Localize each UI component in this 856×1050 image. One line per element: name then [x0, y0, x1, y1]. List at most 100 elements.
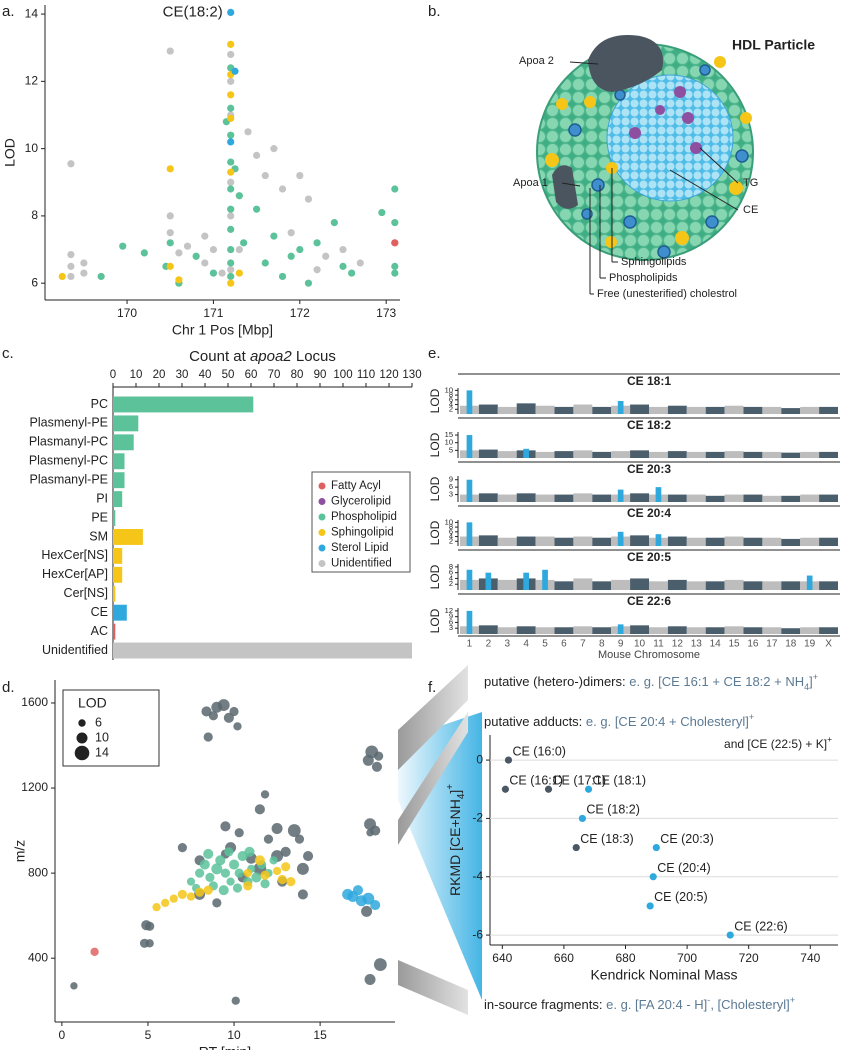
lod-peak	[466, 610, 473, 634]
point	[227, 50, 235, 59]
lod-bar	[630, 493, 649, 502]
x-tick-label: 640	[492, 951, 512, 965]
diagram-label: CE	[743, 204, 758, 216]
point	[584, 785, 593, 793]
lod-bar	[686, 451, 706, 458]
point-label: CE (18:2)	[586, 803, 640, 817]
lod-bar	[573, 536, 593, 546]
point	[253, 205, 261, 213]
y-tick-label: 2	[449, 404, 453, 413]
lod-bar	[743, 494, 763, 502]
legend-size	[78, 719, 86, 727]
bubble	[215, 855, 226, 866]
lod-peak	[466, 569, 473, 590]
bubble	[260, 879, 270, 889]
y-axis-label: LOD	[428, 476, 442, 501]
bubble	[203, 885, 213, 895]
text-part: and [CE (22:5) + K]	[724, 737, 827, 751]
point	[119, 242, 127, 250]
note-label: in-source fragments:	[484, 997, 606, 1012]
x-tick-label: 172	[290, 306, 310, 320]
lod-bar	[705, 406, 725, 414]
bubble	[228, 859, 240, 870]
point	[235, 269, 243, 277]
bubble	[205, 872, 215, 882]
diagram-label: Phospholipids	[609, 272, 678, 284]
point	[227, 266, 235, 274]
bubble	[177, 889, 187, 899]
bubble	[203, 732, 213, 742]
lod-bar	[497, 406, 517, 414]
lod-bar	[630, 578, 649, 590]
panel-title: CE 18:2	[627, 418, 671, 432]
bubble	[223, 712, 234, 723]
point	[322, 252, 330, 260]
x-tick-label: 3	[504, 639, 510, 650]
lod-bar	[497, 579, 517, 590]
bubble	[370, 899, 381, 911]
legend-swatch	[318, 513, 326, 521]
bubble	[263, 834, 274, 844]
legend-swatch	[318, 544, 326, 552]
bubble	[362, 754, 374, 766]
lod-peak	[617, 531, 624, 546]
point	[278, 185, 287, 193]
point-label: CE (22:6)	[734, 919, 788, 933]
bar	[113, 415, 139, 432]
bubble	[294, 834, 305, 844]
x-tick-label: 1	[467, 639, 473, 650]
lod-peak	[466, 522, 473, 546]
panel-label: d.	[2, 679, 15, 696]
y-tick-label: HexCer[AP]	[42, 567, 108, 581]
x-axis-label: RT [min]	[199, 1044, 251, 1050]
x-tick-label: 17	[766, 639, 778, 650]
point	[227, 185, 235, 193]
point	[235, 192, 243, 200]
bubble	[281, 862, 291, 872]
lod-bar	[497, 537, 517, 546]
x-tick-label: 50	[222, 369, 235, 381]
lod-bar	[743, 581, 763, 590]
point	[218, 269, 226, 277]
x-tick-label: 5	[542, 639, 548, 650]
text-part: e. g. [FA 20:4 - H]	[606, 997, 707, 1012]
bubble	[234, 828, 244, 838]
lod-bar	[516, 536, 536, 546]
y-tick-label: Plasmenyl-PE	[30, 416, 109, 430]
point	[227, 158, 235, 166]
lod-bar	[762, 537, 782, 546]
x-tick-label: 170	[117, 306, 137, 320]
bubble	[251, 872, 262, 883]
lod-bar	[478, 535, 498, 546]
lod-bar	[819, 451, 838, 458]
point	[227, 279, 235, 287]
point	[391, 269, 399, 277]
lod-bar	[497, 627, 517, 634]
y-tick-label: 1200	[21, 780, 48, 794]
text-part: -	[707, 995, 710, 1005]
point	[270, 232, 278, 240]
y-tick-label: AC	[91, 624, 108, 638]
x-tick-label: 10	[634, 639, 646, 650]
point	[201, 232, 209, 240]
text-part: +	[827, 734, 832, 744]
lod-bar	[592, 537, 612, 546]
annotation: CE(18:2)	[163, 3, 223, 20]
lod-bar	[819, 406, 838, 414]
bubble	[280, 846, 291, 857]
point	[304, 279, 313, 287]
lod-bar	[611, 451, 631, 458]
text-part: , [Cholesteryl]	[710, 997, 789, 1012]
lod-bar	[724, 536, 744, 546]
x-axis-label: Chr 1 Pos [Mbp]	[172, 322, 273, 338]
point	[227, 178, 235, 186]
bubble	[287, 824, 301, 837]
y-tick-label: SM	[89, 529, 108, 543]
lod-bar	[478, 449, 498, 458]
bar	[113, 547, 123, 564]
point	[227, 91, 235, 99]
bubble	[70, 982, 78, 990]
point-label: CE (16:0)	[512, 744, 566, 758]
point	[227, 8, 235, 17]
point-label: CE (20:3)	[660, 832, 714, 846]
